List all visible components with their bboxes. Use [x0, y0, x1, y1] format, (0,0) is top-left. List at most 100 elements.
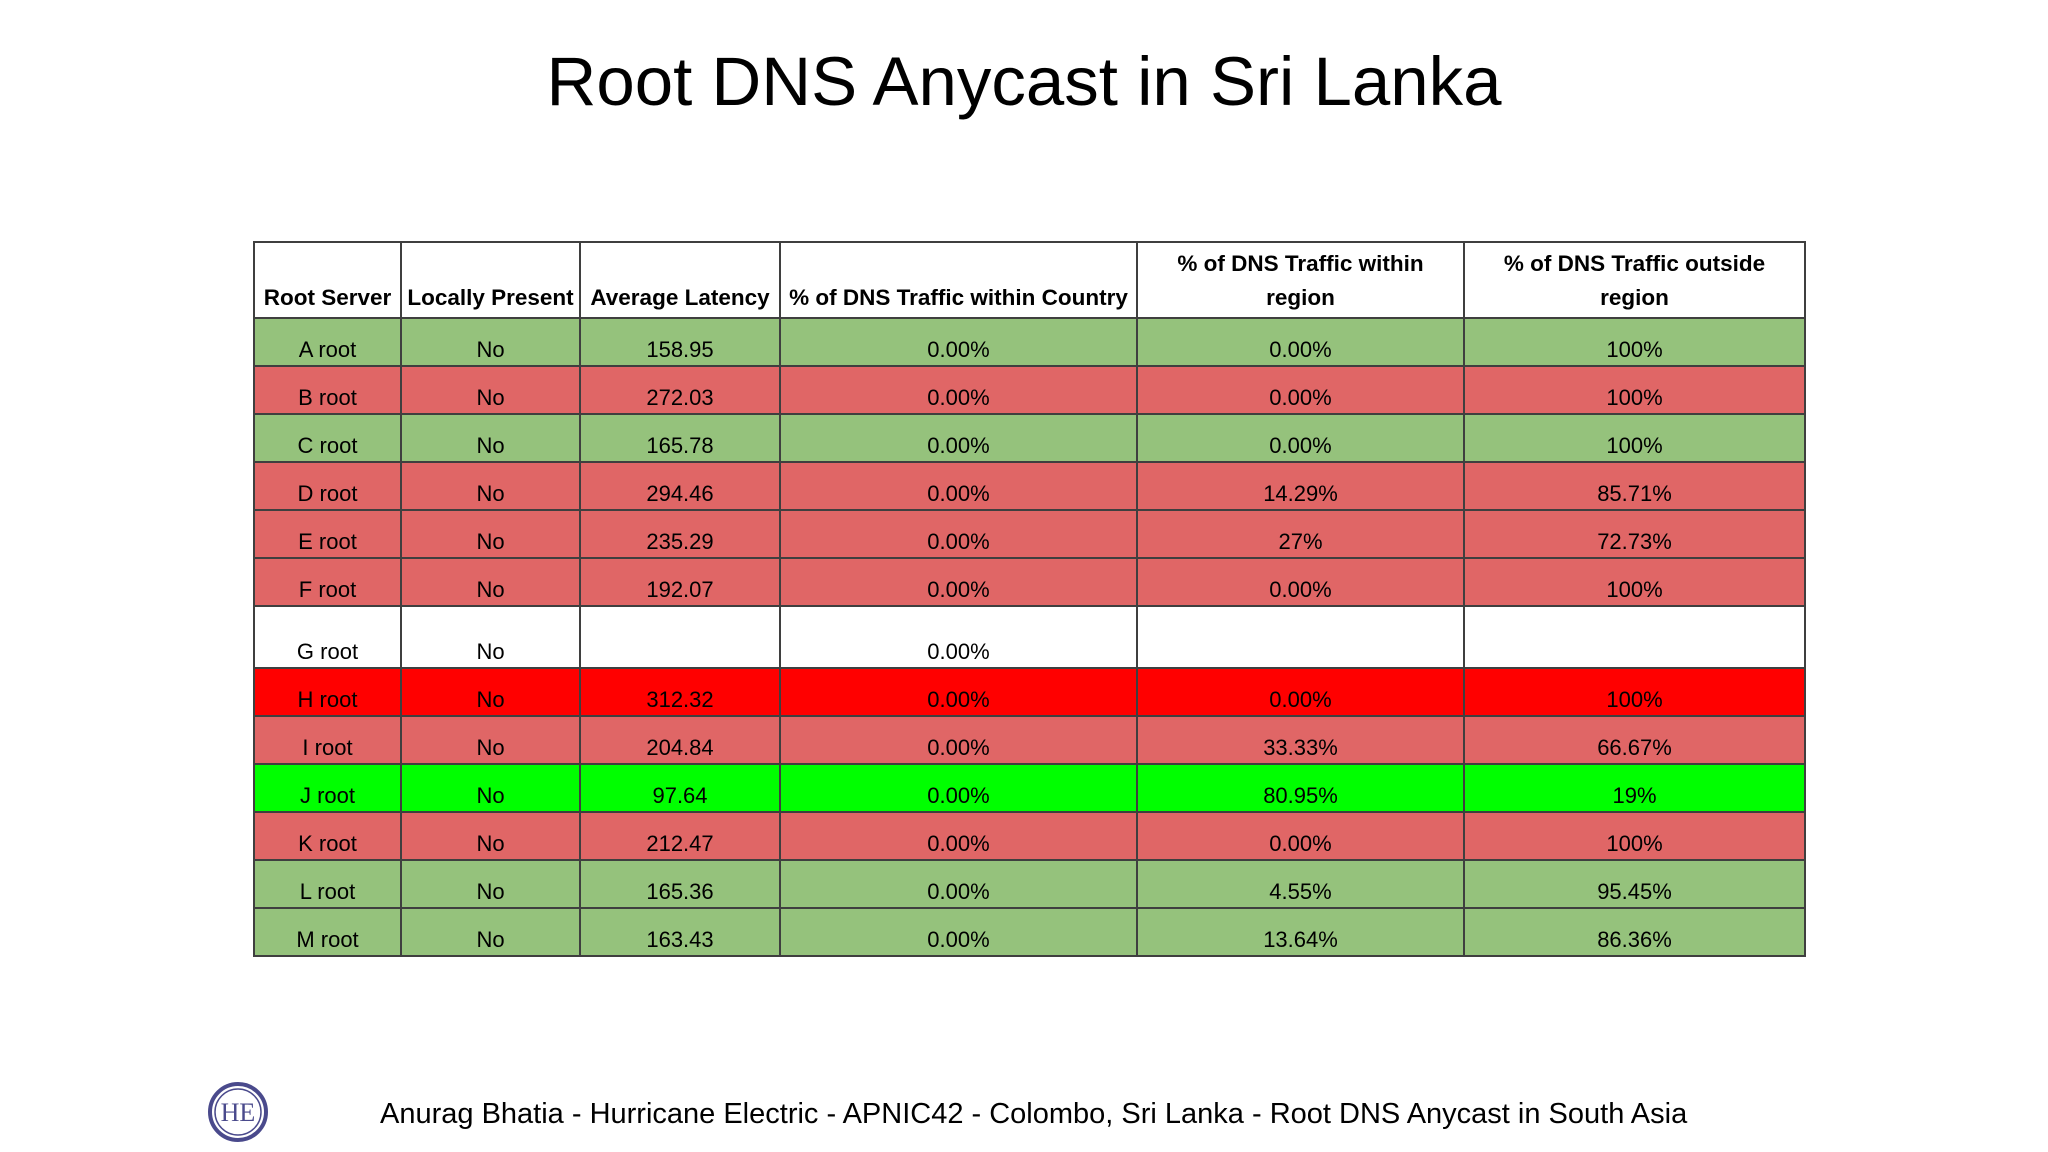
cell-average-latency: 294.46: [579, 461, 781, 511]
cell-root-server: J root: [253, 763, 402, 813]
cell-average-latency: [579, 605, 781, 669]
cell-locally-present: No: [400, 763, 581, 813]
table-row: A root No 158.95 0.00% 0.00% 100%: [253, 317, 1806, 367]
table-row: H root No 312.32 0.00% 0.00% 100%: [253, 667, 1806, 717]
table-row: J root No 97.64 0.00% 80.95% 19%: [253, 763, 1806, 813]
cell-root-server: H root: [253, 667, 402, 717]
cell-traffic-within-country: 0.00%: [779, 715, 1138, 765]
cell-traffic-within-region: 13.64%: [1136, 907, 1465, 957]
cell-traffic-within-country: 0.00%: [779, 763, 1138, 813]
table-header-row: Root Server Locally Present Average Late…: [253, 241, 1806, 319]
table-row: G root No 0.00%: [253, 605, 1806, 669]
cell-root-server: L root: [253, 859, 402, 909]
cell-locally-present: No: [400, 413, 581, 463]
cell-root-server: G root: [253, 605, 402, 669]
cell-traffic-outside-region: 100%: [1463, 557, 1806, 607]
cell-average-latency: 272.03: [579, 365, 781, 415]
cell-root-server: M root: [253, 907, 402, 957]
header-traffic-within-region: % of DNS Traffic within region: [1136, 241, 1465, 319]
cell-traffic-outside-region: 100%: [1463, 811, 1806, 861]
table-row: B root No 272.03 0.00% 0.00% 100%: [253, 365, 1806, 415]
cell-traffic-within-country: 0.00%: [779, 907, 1138, 957]
cell-traffic-outside-region: 100%: [1463, 365, 1806, 415]
cell-traffic-within-country: 0.00%: [779, 509, 1138, 559]
cell-traffic-within-country: 0.00%: [779, 365, 1138, 415]
header-average-latency: Average Latency: [579, 241, 781, 319]
cell-traffic-within-country: 0.00%: [779, 317, 1138, 367]
cell-locally-present: No: [400, 461, 581, 511]
table-row: D root No 294.46 0.00% 14.29% 85.71%: [253, 461, 1806, 511]
cell-root-server: C root: [253, 413, 402, 463]
cell-traffic-outside-region: 86.36%: [1463, 907, 1806, 957]
cell-traffic-outside-region: 100%: [1463, 667, 1806, 717]
cell-traffic-outside-region: 19%: [1463, 763, 1806, 813]
root-dns-table: Root Server Locally Present Average Late…: [253, 241, 1806, 957]
cell-average-latency: 158.95: [579, 317, 781, 367]
cell-traffic-outside-region: 100%: [1463, 317, 1806, 367]
cell-locally-present: No: [400, 859, 581, 909]
cell-locally-present: No: [400, 557, 581, 607]
cell-average-latency: 212.47: [579, 811, 781, 861]
cell-root-server: A root: [253, 317, 402, 367]
table-row: I root No 204.84 0.00% 33.33% 66.67%: [253, 715, 1806, 765]
cell-traffic-within-region: 0.00%: [1136, 317, 1465, 367]
cell-traffic-within-country: 0.00%: [779, 859, 1138, 909]
cell-traffic-within-country: 0.00%: [779, 557, 1138, 607]
cell-traffic-within-region: 0.00%: [1136, 557, 1465, 607]
cell-traffic-within-region: 4.55%: [1136, 859, 1465, 909]
table-body: A root No 158.95 0.00% 0.00% 100% B root No 272.…: [253, 317, 1806, 957]
header-traffic-within-country: % of DNS Traffic within Country: [779, 241, 1138, 319]
header-traffic-outside-region: % of DNS Traffic outside region: [1463, 241, 1806, 319]
header-locally-present: Locally Present: [400, 241, 581, 319]
cell-average-latency: 163.43: [579, 907, 781, 957]
root-dns-table-container: Root Server Locally Present Average Late…: [253, 241, 1806, 957]
cell-average-latency: 312.32: [579, 667, 781, 717]
cell-locally-present: No: [400, 667, 581, 717]
table-row: E root No 235.29 0.00% 27% 72.73%: [253, 509, 1806, 559]
table-row: L root No 165.36 0.00% 4.55% 95.45%: [253, 859, 1806, 909]
cell-traffic-within-region: 33.33%: [1136, 715, 1465, 765]
cell-average-latency: 235.29: [579, 509, 781, 559]
cell-average-latency: 204.84: [579, 715, 781, 765]
table-row: F root No 192.07 0.00% 0.00% 100%: [253, 557, 1806, 607]
table-row: C root No 165.78 0.00% 0.00% 100%: [253, 413, 1806, 463]
cell-traffic-within-region: 0.00%: [1136, 811, 1465, 861]
cell-root-server: F root: [253, 557, 402, 607]
cell-average-latency: 165.78: [579, 413, 781, 463]
cell-traffic-within-region: 14.29%: [1136, 461, 1465, 511]
cell-locally-present: No: [400, 907, 581, 957]
cell-traffic-outside-region: 66.67%: [1463, 715, 1806, 765]
cell-traffic-within-country: 0.00%: [779, 811, 1138, 861]
cell-traffic-within-region: 27%: [1136, 509, 1465, 559]
cell-locally-present: No: [400, 811, 581, 861]
cell-traffic-outside-region: 72.73%: [1463, 509, 1806, 559]
cell-average-latency: 97.64: [579, 763, 781, 813]
cell-root-server: E root: [253, 509, 402, 559]
cell-traffic-within-country: 0.00%: [779, 413, 1138, 463]
cell-root-server: K root: [253, 811, 402, 861]
cell-traffic-outside-region: 85.71%: [1463, 461, 1806, 511]
cell-traffic-within-region: 0.00%: [1136, 365, 1465, 415]
table-row: K root No 212.47 0.00% 0.00% 100%: [253, 811, 1806, 861]
cell-traffic-within-region: [1136, 605, 1465, 669]
cell-root-server: I root: [253, 715, 402, 765]
cell-traffic-within-region: 80.95%: [1136, 763, 1465, 813]
cell-traffic-within-region: 0.00%: [1136, 413, 1465, 463]
cell-locally-present: No: [400, 365, 581, 415]
header-root-server: Root Server: [253, 241, 402, 319]
cell-root-server: D root: [253, 461, 402, 511]
cell-average-latency: 192.07: [579, 557, 781, 607]
hurricane-electric-logo: HE: [208, 1082, 268, 1142]
cell-traffic-within-country: 0.00%: [779, 605, 1138, 669]
svg-text:HE: HE: [221, 1098, 256, 1127]
cell-traffic-outside-region: 100%: [1463, 413, 1806, 463]
table-row: M root No 163.43 0.00% 13.64% 86.36%: [253, 907, 1806, 957]
cell-locally-present: No: [400, 605, 581, 669]
cell-traffic-within-country: 0.00%: [779, 667, 1138, 717]
cell-root-server: B root: [253, 365, 402, 415]
cell-traffic-outside-region: [1463, 605, 1806, 669]
cell-traffic-within-country: 0.00%: [779, 461, 1138, 511]
cell-traffic-outside-region: 95.45%: [1463, 859, 1806, 909]
cell-average-latency: 165.36: [579, 859, 781, 909]
slide-footer: Anurag Bhatia - Hurricane Electric - APN…: [380, 1098, 1688, 1130]
